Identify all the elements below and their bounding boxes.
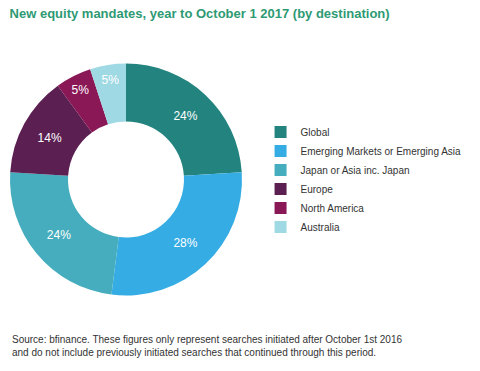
svg-text:5%: 5% [101, 73, 119, 87]
svg-text:24%: 24% [47, 228, 71, 242]
svg-text:14%: 14% [38, 131, 62, 145]
svg-text:North America: North America [301, 203, 365, 214]
svg-text:28%: 28% [173, 236, 197, 250]
svg-text:Source: bfinance. These figure: Source: bfinance. These figures only rep… [12, 334, 402, 358]
svg-text:Australia: Australia [301, 222, 340, 233]
svg-text:Global: Global [301, 127, 330, 138]
svg-text:Emerging Markets or Emerging A: Emerging Markets or Emerging Asia [301, 146, 462, 157]
svg-text:Japan or Asia inc. Japan: Japan or Asia inc. Japan [301, 165, 410, 176]
svg-text:New equity mandates, year to O: New equity mandates, year to October 1 2… [10, 6, 390, 21]
svg-text:5%: 5% [72, 83, 90, 97]
svg-text:Europe: Europe [301, 184, 334, 195]
svg-text:24%: 24% [173, 109, 197, 123]
